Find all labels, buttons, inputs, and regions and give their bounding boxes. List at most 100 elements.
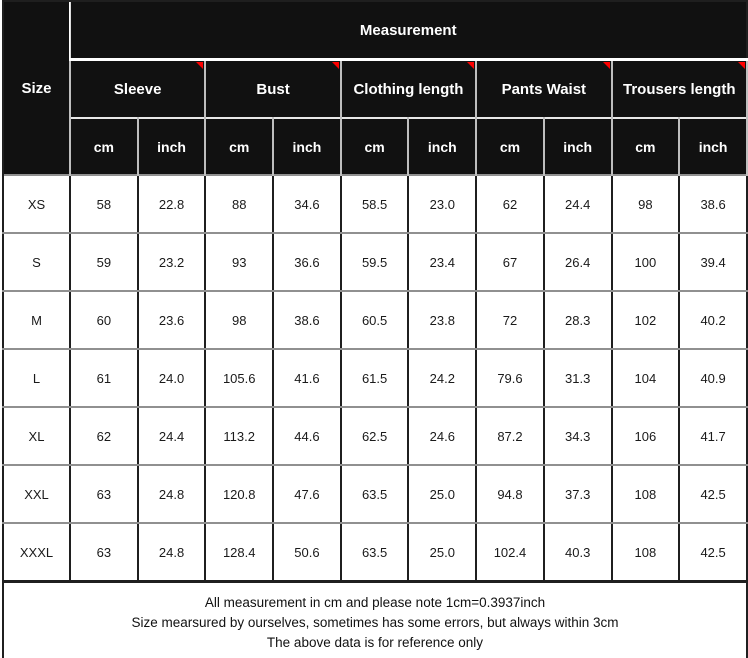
- table-cell: 24.4: [542, 174, 613, 234]
- group-header-clothing-length: Clothing length: [339, 59, 478, 119]
- table-cell: 23.0: [407, 174, 478, 234]
- table-cell: 44.6: [272, 406, 342, 466]
- table-cell: 62: [475, 174, 545, 234]
- table-cell: 31.3: [542, 348, 613, 408]
- table-cell: 62.5: [339, 406, 410, 466]
- unit-header-sleeve-cm: cm: [69, 117, 139, 176]
- table-cell: 93: [204, 232, 275, 292]
- table-cell: 24.2: [407, 348, 478, 408]
- table-cell: 63: [69, 522, 139, 583]
- table-cell: 38.6: [678, 174, 748, 234]
- size-label-xl: XL: [2, 406, 71, 466]
- table-cell: 60.5: [339, 290, 410, 350]
- table-cell: 98: [204, 290, 275, 350]
- table-row-m: M 60 23.6 98 38.6 60.5 23.8 72 28.3 102 40.2: [2, 290, 748, 350]
- measurement-title: Measurement: [69, 0, 748, 61]
- comment-marker-icon: [331, 62, 339, 69]
- footer-note-line-2: Size mearsured by ourselves, sometimes h…: [131, 614, 619, 630]
- table-cell: 100: [610, 232, 681, 292]
- table-cell: 63.5: [339, 464, 410, 524]
- size-table-body: XS 58 22.8 88 34.6 58.5 23.0 62 24.4 98 38.6 S 59 23.…: [2, 174, 748, 583]
- table-cell: 26.4: [542, 232, 613, 292]
- table-row-l: L 61 24.0 105.6 41.6 61.5 24.2 79.6 31.3 104 40.9: [2, 348, 748, 408]
- group-header-label: Pants Waist: [501, 80, 587, 98]
- table-cell: 23.6: [136, 290, 207, 350]
- table-cell: 105.6: [204, 348, 275, 408]
- table-cell: 24.0: [136, 348, 207, 408]
- table-cell: 102: [610, 290, 681, 350]
- group-header-label: Trousers length: [622, 80, 736, 98]
- size-label-xxxl: XXXL: [2, 522, 71, 583]
- table-cell: 58.5: [339, 174, 410, 234]
- comment-marker-icon: [738, 62, 745, 69]
- table-cell: 98: [610, 174, 681, 234]
- table-row-xs: XS 58 22.8 88 34.6 58.5 23.0 62 24.4 98 38.6: [2, 174, 748, 234]
- table-cell: 63: [69, 464, 139, 524]
- table-cell: 34.6: [272, 174, 342, 234]
- size-label-xs: XS: [2, 174, 71, 234]
- table-cell: 88: [204, 174, 275, 234]
- unit-header-pants-waist-cm: cm: [475, 117, 545, 176]
- size-column-header: Size: [2, 0, 71, 176]
- table-cell: 42.5: [678, 464, 748, 524]
- footer-row: All measurement in cm and please note 1c…: [2, 580, 748, 658]
- table-cell: 24.4: [136, 406, 207, 466]
- group-header-pants-waist: Pants Waist: [475, 59, 613, 119]
- unit-header-bust-cm: cm: [204, 117, 275, 176]
- table-cell: 72: [475, 290, 545, 350]
- table-cell: 41.6: [272, 348, 342, 408]
- table-cell: 47.6: [272, 464, 342, 524]
- group-header-bust: Bust: [204, 59, 342, 119]
- footer-note-cell: All measurement in cm and please note 1c…: [2, 580, 748, 658]
- table-cell: 40.3: [542, 522, 613, 583]
- table-cell: 28.3: [542, 290, 613, 350]
- table-cell: 22.8: [136, 174, 207, 234]
- table-cell: 62: [69, 406, 139, 466]
- table-cell: 102.4: [475, 522, 545, 583]
- table-cell: 104: [610, 348, 681, 408]
- unit-header-pants-waist-inch: inch: [542, 117, 613, 176]
- table-cell: 41.7: [678, 406, 748, 466]
- table-cell: 50.6: [272, 522, 342, 583]
- table-cell: 61: [69, 348, 139, 408]
- table-row-s: S 59 23.2 93 36.6 59.5 23.4 67 26.4 100 39.4: [2, 232, 748, 292]
- table-cell: 59.5: [339, 232, 410, 292]
- table-cell: 108: [610, 522, 681, 583]
- unit-header-sleeve-inch: inch: [136, 117, 207, 176]
- comment-marker-icon: [467, 62, 475, 69]
- table-cell: 79.6: [475, 348, 545, 408]
- table-cell: 128.4: [204, 522, 275, 583]
- group-header-label: Sleeve: [113, 80, 162, 98]
- table-cell: 60: [69, 290, 139, 350]
- group-header-row: Sleeve Bust Clothing length Pants Waist Trou…: [3, 59, 748, 119]
- table-cell: 36.6: [272, 232, 342, 292]
- table-cell: 34.3: [542, 406, 613, 466]
- table-cell: 87.2: [475, 406, 545, 466]
- table-cell: 40.9: [678, 348, 748, 408]
- unit-header-trousers-length-cm: cm: [610, 117, 681, 176]
- table-cell: 25.0: [407, 464, 478, 524]
- table-cell: 23.8: [407, 290, 478, 350]
- table-cell: 24.6: [407, 406, 478, 466]
- table-cell: 120.8: [204, 464, 275, 524]
- table-row-xl: XL 62 24.4 113.2 44.6 62.5 24.6 87.2 34.3 106 41.7: [2, 406, 748, 466]
- table-cell: 67: [475, 232, 545, 292]
- table-cell: 24.8: [136, 522, 207, 583]
- unit-header-clothing-length-cm: cm: [339, 117, 410, 176]
- table-row-xxxl: XXXL 63 24.8 128.4 50.6 63.5 25.0 102.4 40.3 108 4…: [2, 522, 748, 583]
- size-label-m: M: [2, 290, 71, 350]
- unit-header-clothing-length-inch: inch: [407, 117, 478, 176]
- table-row-xxl: XXL 63 24.8 120.8 47.6 63.5 25.0 94.8 37.3 108 42.…: [2, 464, 748, 524]
- group-header-label: Clothing length: [353, 80, 464, 98]
- unit-header-trousers-length-inch: inch: [678, 117, 748, 176]
- table-cell: 39.4: [678, 232, 748, 292]
- table-cell: 58: [69, 174, 139, 234]
- group-header-label: Bust: [256, 80, 290, 98]
- size-label-s: S: [2, 232, 71, 292]
- comment-marker-icon: [602, 62, 610, 69]
- comment-marker-icon: [196, 62, 204, 69]
- unit-header-row: cm inch cm inch cm inch cm inch cm inch: [3, 117, 748, 176]
- table-cell: 106: [610, 406, 681, 466]
